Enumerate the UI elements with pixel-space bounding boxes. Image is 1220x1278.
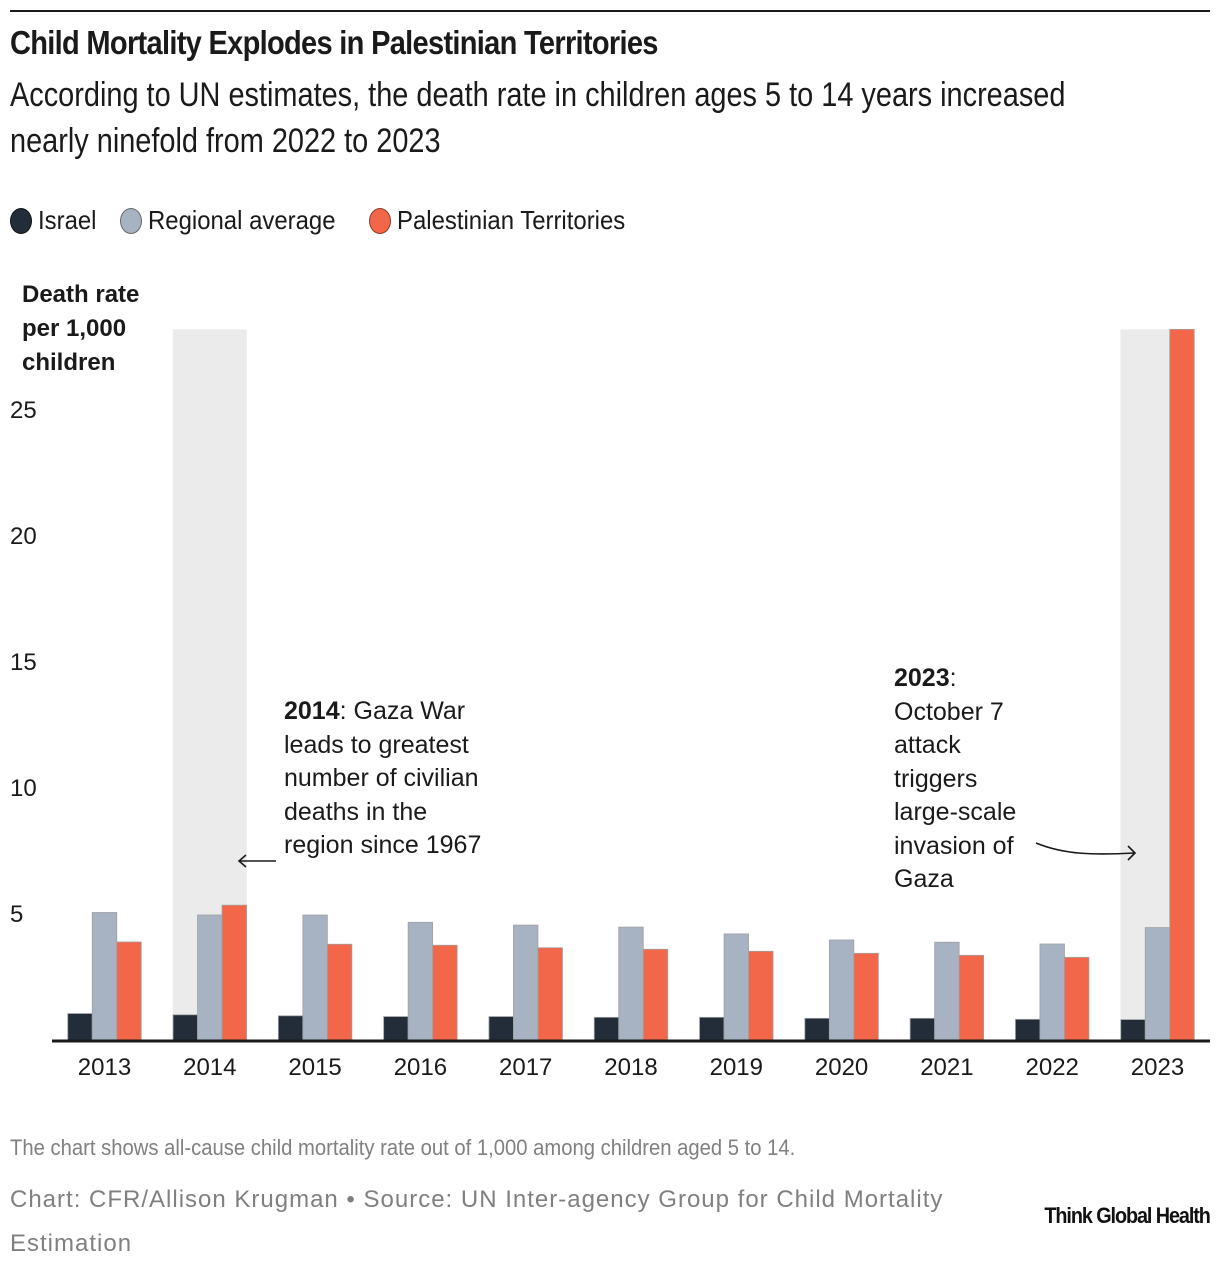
chart-title: Child Mortality Explodes in Palestinian … xyxy=(10,24,658,61)
x-tick-label: 2018 xyxy=(604,1054,657,1081)
y-axis-title: Death rate per 1,000 children xyxy=(22,278,139,380)
bar-regional-average-2020 xyxy=(828,939,855,1041)
bar-palestinian-territories-2014 xyxy=(221,904,247,1041)
x-tick-label: 2023 xyxy=(1131,1054,1184,1081)
legend-swatch-israel xyxy=(10,207,32,234)
x-tick-label: 2014 xyxy=(183,1054,236,1081)
x-tick-label: 2022 xyxy=(1026,1054,1079,1081)
x-tick-label: 2017 xyxy=(499,1054,552,1081)
bar-israel-2021 xyxy=(909,1017,936,1041)
x-tick-label: 2016 xyxy=(394,1054,447,1081)
bar-regional-average-2016 xyxy=(407,921,434,1041)
bar-regional-average-2015 xyxy=(302,914,328,1041)
y-tick-label: 20 xyxy=(10,523,37,550)
source-credit: Chart: CFR/Allison Krugman • Source: UN … xyxy=(10,1186,944,1257)
bar-palestinian-territories-2016 xyxy=(432,944,458,1041)
bar-palestinian-territories-2020 xyxy=(853,952,879,1041)
legend-item-palestinian-territories: Palestinian Territories xyxy=(369,205,645,236)
annotation-2023-text: : October 7 attack triggers large-scale … xyxy=(894,664,1017,893)
top-rule xyxy=(10,10,1210,12)
y-tick-labels: 5 10 15 20 25 xyxy=(10,397,37,928)
bar-regional-average-2013 xyxy=(91,912,118,1041)
x-tick-labels: 2013 2014 2015 2016 2017 2018 2019 2020 2021 2022… xyxy=(78,1054,1184,1081)
bar-israel-2016 xyxy=(383,1016,409,1041)
y-axis-title-line: Death rate xyxy=(22,281,140,308)
y-tick-label: 15 xyxy=(10,649,37,676)
bar-israel-2015 xyxy=(277,1015,304,1041)
bar-israel-2020 xyxy=(804,1017,830,1041)
bar-palestinian-territories-2019 xyxy=(748,950,774,1041)
bar-regional-average-2021 xyxy=(934,941,960,1041)
bar-palestinian-territories-2023 xyxy=(1169,328,1195,1041)
bar-regional-average-2017 xyxy=(513,924,539,1041)
bar-palestinian-territories-2021 xyxy=(958,954,985,1041)
arrow-2014-annotation xyxy=(237,854,276,868)
brand-logo: Think Global Health xyxy=(1044,1203,1211,1228)
bar-regional-average-2022 xyxy=(1039,943,1065,1041)
bar-palestinian-territories-2022 xyxy=(1064,956,1090,1041)
legend-label: Israel xyxy=(38,205,97,235)
bars xyxy=(67,328,1195,1041)
legend-item-regional-average: Regional average xyxy=(119,205,352,236)
legend-swatch-regional-average xyxy=(119,207,142,234)
x-tick-label: 2013 xyxy=(78,1054,131,1081)
bar-regional-average-2018 xyxy=(618,926,644,1041)
bar-israel-2014 xyxy=(172,1014,198,1041)
chart-subtitle: According to UN estimates, the death rat… xyxy=(10,76,1066,160)
bar-israel-2017 xyxy=(488,1016,514,1041)
bar-regional-average-2014 xyxy=(197,914,223,1041)
legend-swatch-palestinian-territories xyxy=(369,207,392,234)
footnote: The chart shows all-cause child mortalit… xyxy=(10,1135,796,1160)
bar-israel-2018 xyxy=(593,1016,620,1041)
legend-label: Palestinian Territories xyxy=(397,205,626,235)
x-tick-label: 2020 xyxy=(815,1054,868,1081)
bar-palestinian-territories-2013 xyxy=(116,941,142,1041)
y-axis-title-line: per 1,000 xyxy=(22,315,127,342)
annotation-2014-year: 2014 xyxy=(284,697,340,725)
y-tick-label: 5 xyxy=(10,901,23,928)
bar-palestinian-territories-2015 xyxy=(326,943,353,1041)
legend: Israel Regional average Palestinian Terr… xyxy=(10,205,663,236)
y-tick-label: 25 xyxy=(10,397,37,424)
legend-label: Regional average xyxy=(147,205,336,235)
bar-israel-2013 xyxy=(67,1013,93,1041)
bar-palestinian-territories-2017 xyxy=(537,947,563,1041)
x-tick-label: 2015 xyxy=(288,1054,341,1081)
bar-regional-average-2019 xyxy=(723,933,749,1041)
x-tick-label: 2019 xyxy=(710,1054,763,1081)
bar-regional-average-2023 xyxy=(1144,927,1171,1041)
annotation-2023: 2023: October 7 attack triggers large-sc… xyxy=(894,662,1034,897)
annotation-2023-year: 2023 xyxy=(894,664,950,692)
y-tick-label: 10 xyxy=(10,775,37,802)
annotation-2014: 2014: Gaza War leads to greatest number … xyxy=(284,695,499,863)
annotation-2014-text: : Gaza War leads to greatest number of c… xyxy=(284,697,482,859)
bar-palestinian-territories-2018 xyxy=(642,948,669,1041)
arrow-2023-annotation xyxy=(1035,842,1137,861)
legend-item-israel: Israel xyxy=(10,205,102,236)
bar-israel-2022 xyxy=(1015,1018,1041,1041)
y-axis-title-line: children xyxy=(22,349,116,376)
bar-israel-2019 xyxy=(699,1016,725,1041)
bar-israel-2023 xyxy=(1120,1019,1146,1041)
x-tick-label: 2021 xyxy=(920,1054,973,1081)
